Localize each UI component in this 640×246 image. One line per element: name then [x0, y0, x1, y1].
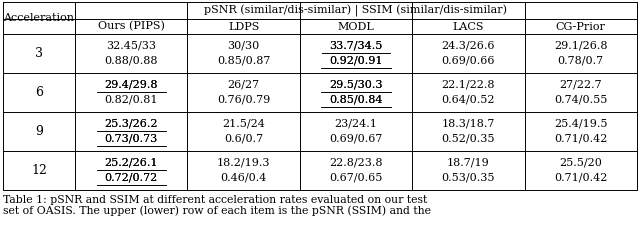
- Text: 30/30: 30/30: [227, 41, 260, 51]
- Text: 0.73/0.73: 0.73/0.73: [104, 134, 158, 143]
- Text: 25.4/19.5: 25.4/19.5: [554, 119, 607, 129]
- Text: 21.5/24: 21.5/24: [222, 119, 265, 129]
- Text: 0.53/0.35: 0.53/0.35: [442, 172, 495, 183]
- Text: Table 1: pSNR and SSIM at different acceleration rates evaluated on our test: Table 1: pSNR and SSIM at different acce…: [3, 195, 428, 205]
- Text: 25.3/26.2: 25.3/26.2: [104, 119, 158, 129]
- Text: 33.7/34.5: 33.7/34.5: [330, 41, 383, 51]
- Text: 32.45/33: 32.45/33: [106, 41, 156, 51]
- Text: pSNR (similar/dis-similar) | SSIM (similar/dis-similar): pSNR (similar/dis-similar) | SSIM (simil…: [205, 4, 508, 16]
- Text: set of OASIS. The upper (lower) row of each item is the pSNR (SSIM) and the: set of OASIS. The upper (lower) row of e…: [3, 205, 431, 215]
- Text: 0.92/0.91: 0.92/0.91: [329, 56, 383, 65]
- Text: 0.85/0.84: 0.85/0.84: [329, 94, 383, 105]
- Text: 0.74/0.55: 0.74/0.55: [554, 94, 607, 105]
- Text: 0.72/0.72: 0.72/0.72: [104, 172, 158, 183]
- Text: 18.7/19: 18.7/19: [447, 158, 490, 168]
- Text: 25.3/26.2: 25.3/26.2: [104, 119, 158, 129]
- Text: 0.73/0.73: 0.73/0.73: [104, 134, 158, 143]
- Text: 0.92/0.91: 0.92/0.91: [329, 56, 383, 65]
- Text: 0.78/0.7: 0.78/0.7: [557, 56, 604, 65]
- Text: 0.76/0.79: 0.76/0.79: [217, 94, 270, 105]
- Text: 27/22.7: 27/22.7: [559, 80, 602, 90]
- Text: CG-Prior: CG-Prior: [556, 21, 605, 31]
- Text: 0.85/0.87: 0.85/0.87: [217, 56, 270, 65]
- Text: 29.5/30.3: 29.5/30.3: [329, 80, 383, 90]
- Text: 3: 3: [35, 47, 43, 60]
- Text: LACS: LACS: [452, 21, 484, 31]
- Text: 0.6/0.7: 0.6/0.7: [224, 134, 263, 143]
- Text: 0.71/0.42: 0.71/0.42: [554, 134, 607, 143]
- Text: 29.1/26.8: 29.1/26.8: [554, 41, 607, 51]
- Text: 6: 6: [35, 86, 43, 99]
- Text: 0.71/0.42: 0.71/0.42: [554, 172, 607, 183]
- Text: 0.85/0.84: 0.85/0.84: [329, 94, 383, 105]
- Text: 0.82/0.81: 0.82/0.81: [104, 94, 158, 105]
- Text: 0.69/0.67: 0.69/0.67: [330, 134, 383, 143]
- Text: 0.67/0.65: 0.67/0.65: [330, 172, 383, 183]
- Text: 22.8/23.8: 22.8/23.8: [329, 158, 383, 168]
- Text: 29.4/29.8: 29.4/29.8: [104, 80, 158, 90]
- Text: 29.4/29.8: 29.4/29.8: [104, 80, 158, 90]
- Text: 18.3/18.7: 18.3/18.7: [442, 119, 495, 129]
- Text: 23/24.1: 23/24.1: [335, 119, 378, 129]
- Text: LDPS: LDPS: [228, 21, 259, 31]
- Text: 26/27: 26/27: [228, 80, 260, 90]
- Text: 33.7/34.5: 33.7/34.5: [330, 41, 383, 51]
- Text: Acceleration: Acceleration: [3, 13, 74, 23]
- Text: 9: 9: [35, 125, 43, 138]
- Text: 25.2/26.1: 25.2/26.1: [104, 158, 158, 168]
- Text: 0.69/0.66: 0.69/0.66: [442, 56, 495, 65]
- Text: 0.88/0.88: 0.88/0.88: [104, 56, 158, 65]
- Text: 0.52/0.35: 0.52/0.35: [442, 134, 495, 143]
- Text: 29.5/30.3: 29.5/30.3: [329, 80, 383, 90]
- Text: 0.72/0.72: 0.72/0.72: [104, 172, 158, 183]
- Text: 22.1/22.8: 22.1/22.8: [442, 80, 495, 90]
- Text: 0.64/0.52: 0.64/0.52: [442, 94, 495, 105]
- Text: Ours (PIPS): Ours (PIPS): [98, 21, 164, 32]
- Text: 25.5/20: 25.5/20: [559, 158, 602, 168]
- Text: MODL: MODL: [338, 21, 374, 31]
- Text: 25.2/26.1: 25.2/26.1: [104, 158, 158, 168]
- Text: 0.46/0.4: 0.46/0.4: [220, 172, 267, 183]
- Text: 12: 12: [31, 164, 47, 177]
- Text: 18.2/19.3: 18.2/19.3: [217, 158, 270, 168]
- Text: 24.3/26.6: 24.3/26.6: [442, 41, 495, 51]
